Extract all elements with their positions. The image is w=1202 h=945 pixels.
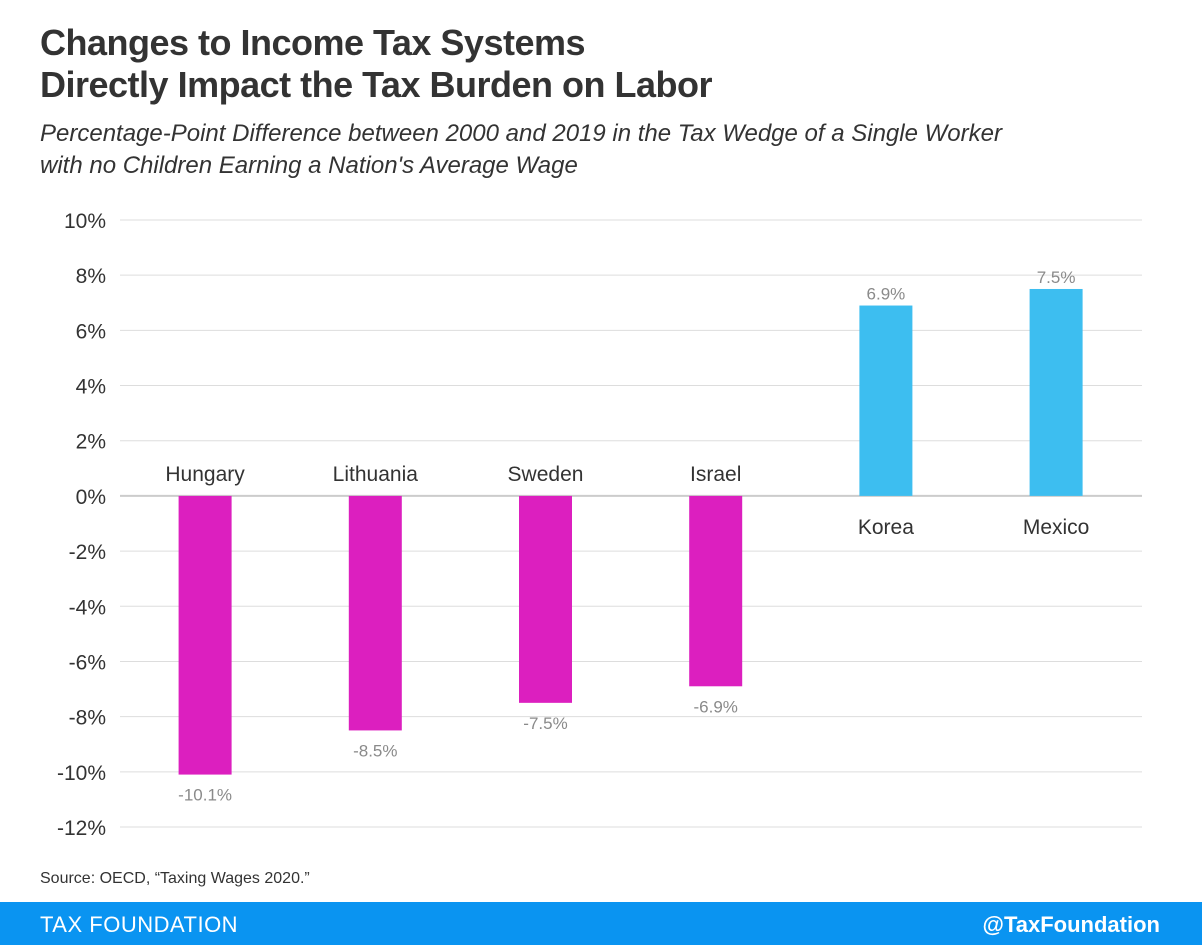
category-label: Mexico bbox=[1023, 516, 1090, 539]
y-tick-label: -10% bbox=[57, 762, 106, 785]
value-label: 6.9% bbox=[867, 285, 906, 304]
value-label: -6.9% bbox=[693, 697, 737, 716]
category-label: Korea bbox=[858, 516, 914, 539]
category-label: Lithuania bbox=[333, 463, 419, 486]
y-tick-label: -8% bbox=[69, 707, 106, 730]
y-tick-label: 6% bbox=[76, 320, 106, 343]
bar-lithuania bbox=[348, 495, 402, 731]
chart-title-line-2: Directly Impact the Tax Burden on Labor bbox=[40, 64, 712, 105]
footer-bar: TAX FOUNDATION @TaxFoundation bbox=[0, 902, 1202, 945]
bar-mexico bbox=[1029, 288, 1083, 496]
y-tick-label: -6% bbox=[69, 651, 106, 674]
social-handle: @TaxFoundation bbox=[982, 912, 1160, 937]
y-tick-label: 2% bbox=[76, 431, 106, 454]
chart-subtitle-line-1: Percentage-Point Difference between 2000… bbox=[40, 120, 1002, 147]
brand-name: TAX FOUNDATION bbox=[40, 912, 239, 937]
bar-korea bbox=[859, 305, 913, 496]
bar-chart: 10% 8% 6% 4% 2% 0% -2% -4% -6% -8% -10% -12% Hungary… bbox=[57, 210, 1142, 840]
bar-sweden bbox=[519, 495, 572, 703]
y-tick-label: -2% bbox=[69, 541, 106, 564]
y-tick-label: 10% bbox=[64, 210, 106, 233]
y-tick-label: 8% bbox=[76, 265, 106, 288]
category-label: Sweden bbox=[508, 463, 584, 486]
value-label: -8.5% bbox=[353, 741, 397, 760]
chart-subtitle: Percentage-Point Difference between 2000… bbox=[40, 118, 1002, 182]
chart-title: Changes to Income Tax Systems Directly I… bbox=[40, 22, 712, 106]
chart-subtitle-line-2: with no Children Earning a Nation's Aver… bbox=[40, 152, 578, 179]
y-tick-label: -12% bbox=[57, 817, 106, 840]
category-label: Hungary bbox=[165, 463, 245, 486]
value-label: -10.1% bbox=[178, 786, 232, 805]
y-tick-label: 4% bbox=[76, 376, 106, 399]
y-tick-label: -4% bbox=[69, 596, 106, 619]
category-label: Israel bbox=[690, 463, 741, 486]
chart-title-line-1: Changes to Income Tax Systems bbox=[40, 22, 586, 63]
bar-israel bbox=[689, 495, 743, 687]
source-note: Source: OECD, “Taxing Wages 2020.” bbox=[40, 870, 310, 887]
y-tick-label: 0% bbox=[76, 486, 106, 509]
value-label: -7.5% bbox=[523, 714, 567, 733]
value-label: 7.5% bbox=[1037, 268, 1076, 287]
bar-hungary bbox=[178, 495, 232, 775]
